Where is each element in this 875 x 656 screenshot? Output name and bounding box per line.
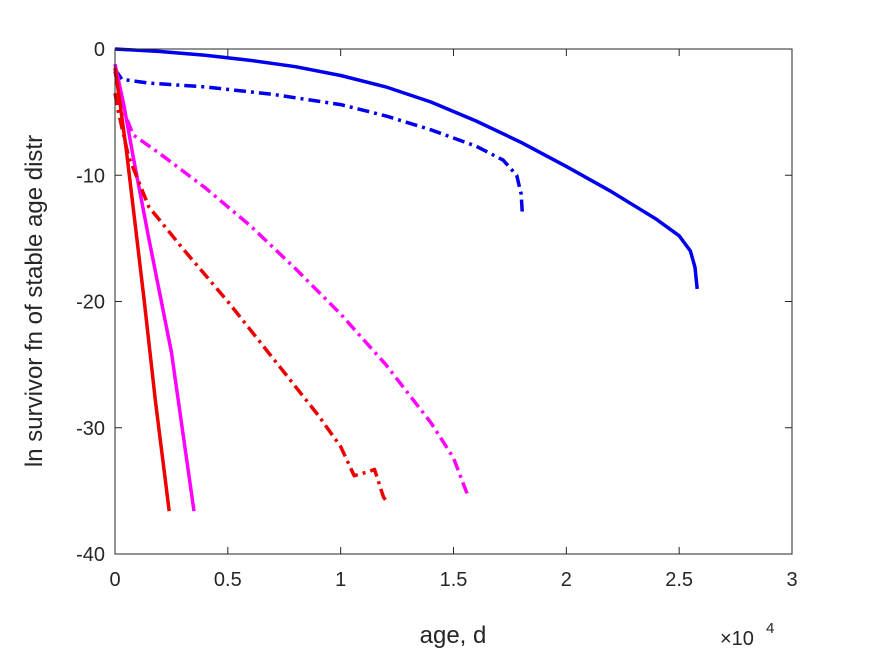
series-layer <box>113 47 699 512</box>
y-tick-label: -30 <box>76 418 105 440</box>
x-axis-exponent-power: 4 <box>766 620 774 637</box>
x-tick-label: 3 <box>786 569 797 591</box>
x-axis-label: age, d <box>420 622 487 649</box>
y-tick-label: -20 <box>76 292 105 314</box>
y-axis-ticks: 0 -10 -20 -30 -40 <box>76 39 792 566</box>
x-tick-label: 2 <box>561 569 572 591</box>
y-tick-label: -10 <box>76 165 105 187</box>
x-axis-ticks: 0 0.5 1 1.5 2 2.5 3 <box>109 49 798 591</box>
y-tick-label: -40 <box>76 544 105 566</box>
series-line-4 <box>113 71 469 495</box>
series-line-6 <box>113 92 390 505</box>
x-axis-exponent: ×10 <box>720 628 754 650</box>
y-axis-label: ln survivor fn of stable age distr <box>21 135 48 467</box>
series-line-5 <box>113 67 171 512</box>
x-tick-label: 1.5 <box>440 569 468 591</box>
x-tick-label: 1 <box>335 569 346 591</box>
x-tick-label: 0.5 <box>214 569 242 591</box>
series-line-1 <box>114 47 699 290</box>
x-tick-label: 0 <box>109 569 120 591</box>
x-tick-label: 2.5 <box>665 569 693 591</box>
series-line-3 <box>113 63 196 512</box>
plot-area <box>115 49 792 554</box>
y-tick-label: 0 <box>94 39 105 61</box>
series-line-2 <box>113 68 525 214</box>
